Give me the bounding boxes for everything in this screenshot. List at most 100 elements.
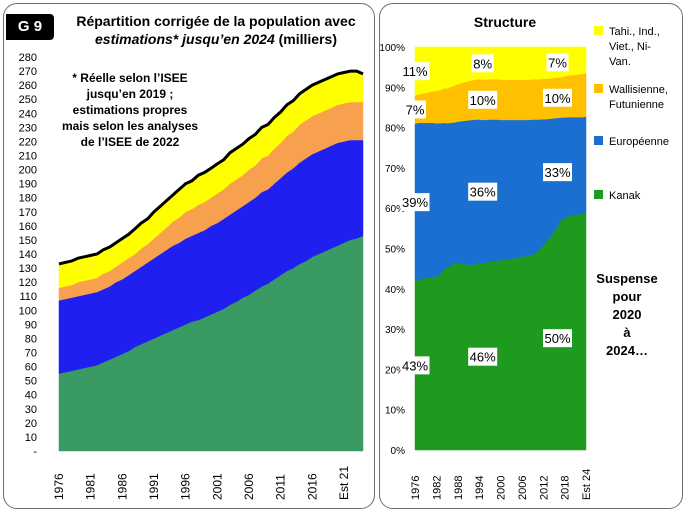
legend-label-wallisienne-futunienne: Wallisienne, Futunienne <box>609 84 668 111</box>
right-data-label: 39% <box>402 195 428 210</box>
left-y-tick-label: 100 <box>19 305 37 317</box>
left-y-tick-label: 150 <box>19 235 37 247</box>
left-y-tick-label: 90 <box>25 319 37 331</box>
right-y-tick-label: 60% <box>385 204 405 215</box>
legend-label-europ-enne: Européenne <box>609 136 669 148</box>
legend-swatch-europ-enne <box>594 136 603 145</box>
legend-label-line: Viet., Ni- <box>609 41 651 53</box>
left-y-tick-label: 40 <box>25 390 37 402</box>
left-y-tick-label: 250 <box>19 94 37 106</box>
left-x-tick-label: 1991 <box>147 473 161 500</box>
left-y-tick-label: 120 <box>19 277 37 289</box>
left-x-tick-label: 1981 <box>84 473 98 500</box>
left-x-tick-label: 2016 <box>305 473 319 500</box>
left-y-tick-label: 170 <box>19 207 37 219</box>
legend-label-line: Européenne <box>609 136 669 148</box>
right-data-label: 43% <box>402 358 428 373</box>
right-y-tick-label: 30% <box>385 325 405 336</box>
suspense-line: Suspense <box>596 271 657 286</box>
right-data-label: 8% <box>473 56 492 71</box>
right-data-label-bg <box>468 182 498 201</box>
left-y-tick-label: 140 <box>19 249 37 261</box>
left-title-line2: estimations* jusqu’en 2024 (milliers) <box>60 30 372 48</box>
right-data-label-bg <box>471 54 494 73</box>
left-title-line1: Répartition corrigée de la population av… <box>76 13 356 29</box>
right-x-tick-label: 1994 <box>474 476 486 500</box>
right-data-label: 7% <box>548 55 567 70</box>
right-data-label-bg <box>543 88 572 107</box>
right-y-tick-label: 40% <box>385 285 405 296</box>
left-x-tick-label: 1986 <box>115 473 129 500</box>
right-data-label: 36% <box>470 185 496 200</box>
left-x-tick-label: 2001 <box>210 473 224 500</box>
right-x-tick-label: 1988 <box>453 476 465 500</box>
left-total-line <box>58 69 364 266</box>
right-data-label: 10% <box>470 93 496 108</box>
right-y-tick-label: 10% <box>385 406 405 417</box>
right-y-tick-label: 50% <box>385 245 405 256</box>
legend-swatch-tahi-ind-viet-ni-van <box>594 26 603 35</box>
right-data-label: 46% <box>470 350 496 365</box>
right-data-label: 11% <box>402 64 427 79</box>
left-x-tick-label: 2011 <box>274 474 288 500</box>
left-x-tick-label: Est 21 <box>337 466 351 500</box>
right-data-label: 10% <box>544 91 570 106</box>
right-y-tick-label: 90% <box>385 83 405 94</box>
left-y-tick-label: 240 <box>19 108 37 120</box>
left-note-line: estimations propres <box>73 103 188 117</box>
right-data-label-bg <box>400 193 430 212</box>
legend-swatch-wallisienne-futunienne <box>594 84 603 93</box>
right-x-tick-label: 2006 <box>517 476 529 500</box>
left-x-tick-label: 2006 <box>242 473 256 500</box>
right-data-label: 50% <box>544 331 570 346</box>
right-x-tick-label: Est 24 <box>581 469 593 500</box>
left-y-tick-label: 30 <box>25 404 37 416</box>
left-y-tick-label: 60 <box>25 362 37 374</box>
left-note-line: jusqu’en 2019 ; <box>86 87 174 101</box>
left-y-tick-label: 50 <box>25 376 37 388</box>
right-data-label-bg <box>468 347 498 366</box>
figure-label: G 9 <box>6 14 54 40</box>
left-y-tick-label: 180 <box>19 193 37 205</box>
left-title-unit: (milliers) <box>278 31 337 47</box>
suspense-line: pour <box>613 289 642 304</box>
left-note-line: * Réelle selon l’ISEE <box>72 71 187 85</box>
left-x-tick-label: 1996 <box>179 473 193 500</box>
legend-label-line: Van. <box>609 56 631 68</box>
legend-label-line: Futunienne <box>609 99 664 111</box>
left-y-tick-label: 110 <box>19 291 37 303</box>
suspense-line: 2020 <box>613 307 642 322</box>
legend-label-kanak: Kanak <box>609 190 641 202</box>
right-x-tick-label: 2018 <box>560 476 572 500</box>
left-y-tick-label: 160 <box>19 221 37 233</box>
right-y-tick-label: 20% <box>385 365 405 376</box>
right-x-tick-label: 2012 <box>538 476 550 500</box>
right-data-label: 7% <box>406 102 425 117</box>
right-y-tick-label: 70% <box>385 164 405 175</box>
right-area-tahi-ind-viet-ni-van <box>414 46 587 96</box>
left-y-tick-label: - <box>33 446 37 458</box>
left-y-tick-label: 200 <box>19 165 37 177</box>
left-y-tick-label: 260 <box>19 80 37 92</box>
right-x-tick-label: 1982 <box>431 476 443 500</box>
left-note-line: de l’ISEE de 2022 <box>81 135 180 149</box>
right-x-tick-label: 2000 <box>496 476 508 500</box>
legend-label-line: Tahi., Ind., <box>609 26 660 38</box>
left-y-tick-label: 20 <box>25 418 37 430</box>
left-y-tick-label: 270 <box>19 66 37 78</box>
right-data-label: 33% <box>544 165 570 180</box>
left-note-line: mais selon les analyses <box>62 119 198 133</box>
right-y-tick-label: 80% <box>385 124 405 135</box>
suspense-line: 2024… <box>606 343 648 358</box>
left-y-tick-label: 130 <box>19 263 37 275</box>
right-data-label-bg <box>404 100 426 119</box>
left-y-tick-label: 210 <box>19 151 37 163</box>
right-data-label-bg <box>400 62 430 81</box>
left-y-tick-label: 70 <box>25 348 37 360</box>
left-y-tick-label: 220 <box>19 136 37 148</box>
left-x-tick-label: 1976 <box>52 473 66 500</box>
right-data-label-bg <box>468 90 498 109</box>
left-y-tick-label: 280 <box>19 52 37 64</box>
right-chart-title: Structure <box>473 14 537 30</box>
